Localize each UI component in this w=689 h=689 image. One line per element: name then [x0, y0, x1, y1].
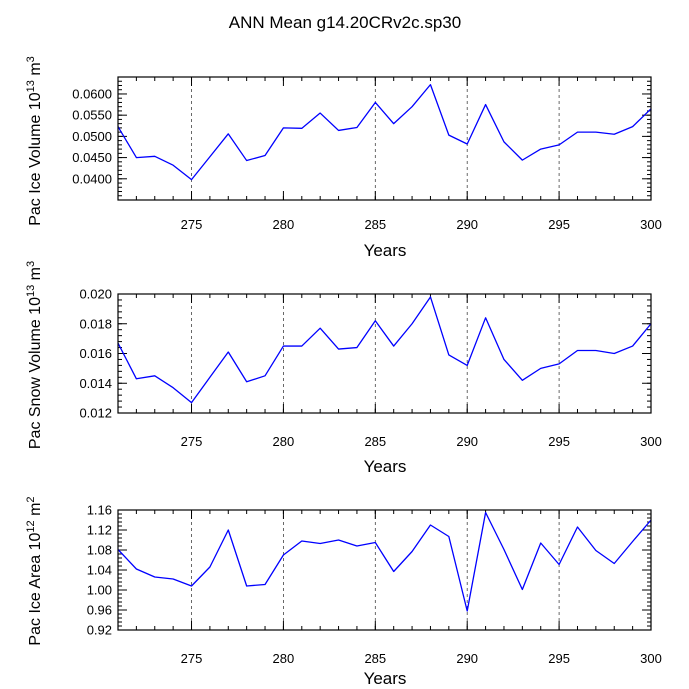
y-tick-label: 1.00: [87, 583, 112, 598]
panel-ice-area: Pac Ice Area 1012 m2 Years 275 280 285 290 2…: [25, 496, 662, 688]
y-tick-label: 0.0600: [72, 86, 112, 101]
panel-snow-volume: Pac Snow Volume 1013 m3 Years 275 280 285 2…: [25, 261, 662, 476]
y-axis-label-ice-volume: Pac Ice Volume 1013 m3: [25, 56, 44, 226]
y-axis-label-ice-area: Pac Ice Area 1012 m2: [25, 496, 44, 645]
x-tick-label: 285: [364, 434, 386, 449]
series-line: [117, 83, 652, 181]
ylabel-prefix: Pac Ice Area 10: [27, 533, 44, 646]
y-tick-label: 0.018: [79, 316, 112, 331]
ylabel-unit: m: [27, 267, 44, 280]
ylabel-prefix: Pac Ice Volume 10: [27, 92, 44, 226]
x-tick-label: 295: [548, 434, 570, 449]
y-tick-label: 1.08: [87, 543, 112, 558]
x-tick-label: 300: [640, 651, 662, 666]
y-tick-label: 0.0550: [72, 108, 112, 123]
x-tick-label: 295: [548, 217, 570, 232]
x-tick-label: 290: [456, 651, 478, 666]
y-tick-label: 0.0500: [72, 129, 112, 144]
ylabel-unit-exp: 2: [25, 496, 37, 502]
x-tick-label: 280: [273, 651, 295, 666]
y-tick-label: 1.04: [87, 563, 112, 578]
plot-frame: [117, 509, 652, 631]
series-line: [117, 296, 652, 404]
plot-frame: [117, 76, 652, 201]
x-tick-label: 275: [181, 651, 203, 666]
x-tick-label: 285: [364, 217, 386, 232]
series-line: [117, 511, 652, 612]
y-tick-label: 1.16: [87, 503, 112, 518]
ylabel-exponent: 13: [25, 285, 37, 297]
x-tick-label: 300: [640, 434, 662, 449]
x-tick-label: 295: [548, 651, 570, 666]
x-axis-label: Years: [364, 241, 407, 260]
ylabel-prefix: Pac Snow Volume 10: [27, 297, 44, 449]
chart-title: ANN Mean g14.20CRv2c.sp30: [229, 13, 461, 32]
y-tick-label: 0.016: [79, 346, 112, 361]
x-axis-label: Years: [364, 457, 407, 476]
x-tick-label: 280: [273, 434, 295, 449]
x-tick-label: 285: [364, 651, 386, 666]
y-tick-label: 1.12: [87, 523, 112, 538]
x-axis-label: Years: [364, 669, 407, 688]
x-tick-label: 300: [640, 217, 662, 232]
ylabel-unit-exp: 3: [25, 56, 37, 62]
plot-frame: [117, 293, 652, 414]
y-tick-label: 0.0400: [72, 171, 112, 186]
y-tick-label: 0.014: [79, 376, 112, 391]
ylabel-unit: m: [27, 503, 44, 516]
x-tick-label: 275: [181, 434, 203, 449]
x-tick-label: 275: [181, 217, 203, 232]
ylabel-exponent: 12: [25, 520, 37, 532]
y-tick-label: 0.020: [79, 287, 112, 302]
y-tick-label: 0.012: [79, 406, 112, 421]
y-tick-label: 0.92: [87, 623, 112, 638]
panel-ice-volume: Pac Ice Volume 1013 m3 Years 275 280 285 29…: [25, 56, 662, 260]
x-tick-label: 290: [456, 217, 478, 232]
y-axis-label-snow-volume: Pac Snow Volume 1013 m3: [25, 261, 44, 449]
ylabel-unit: m: [27, 62, 44, 75]
y-tick-label: 0.96: [87, 603, 112, 618]
x-tick-label: 280: [273, 217, 295, 232]
x-tick-label: 290: [456, 434, 478, 449]
ylabel-exponent: 13: [25, 80, 37, 92]
y-tick-label: 0.0450: [72, 150, 112, 165]
ylabel-unit-exp: 3: [25, 261, 37, 267]
